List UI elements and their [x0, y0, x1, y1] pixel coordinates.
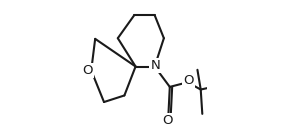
Text: O: O [183, 74, 194, 88]
Text: O: O [162, 114, 173, 127]
Text: N: N [151, 59, 160, 72]
Text: O: O [83, 64, 93, 77]
